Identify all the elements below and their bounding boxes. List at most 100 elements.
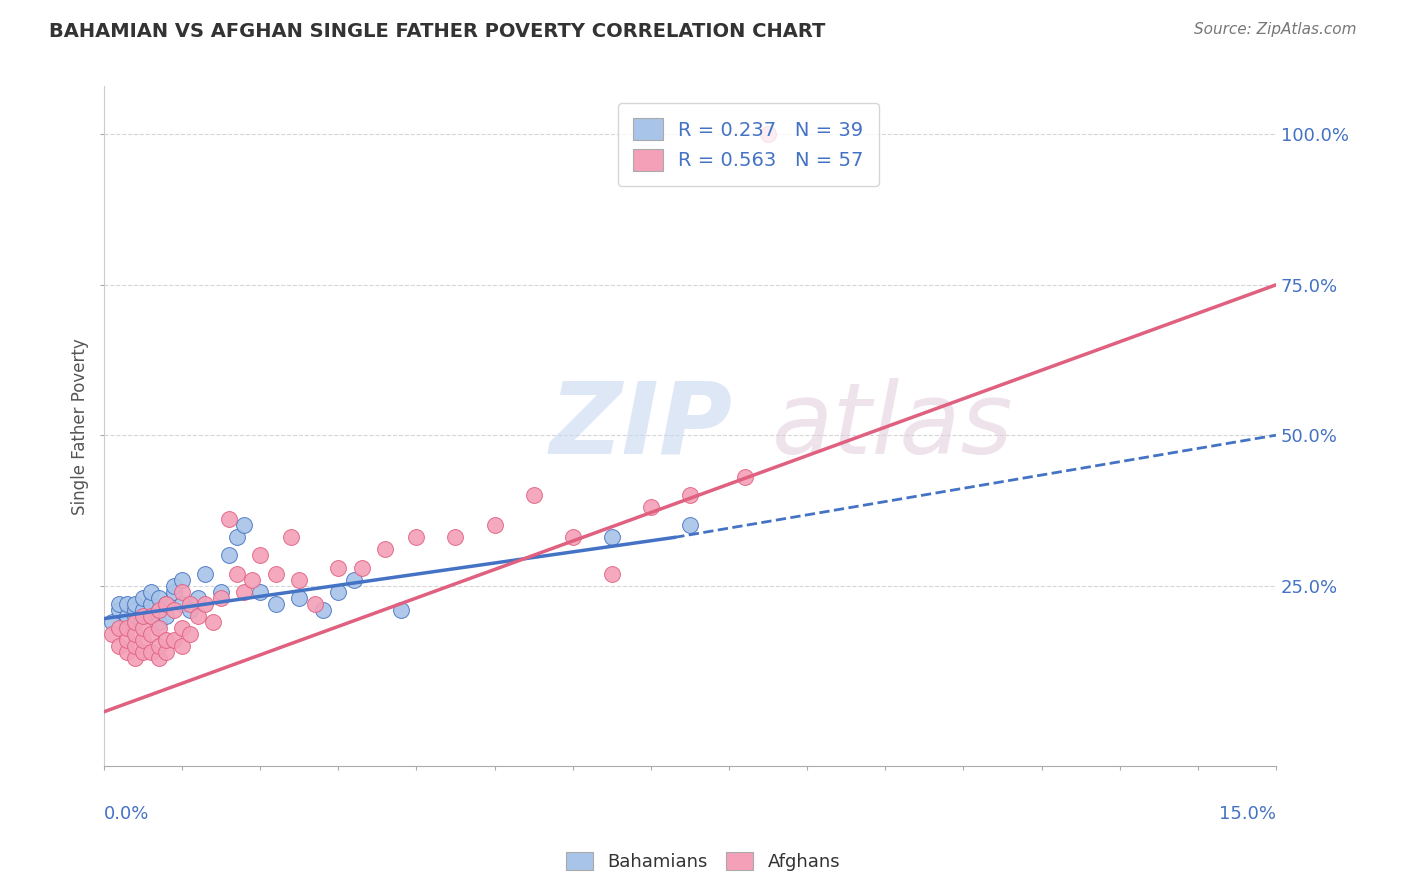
Point: [132, 632, 155, 647]
Point: [328, 560, 350, 574]
Point: [117, 615, 139, 629]
Point: [108, 602, 131, 616]
Text: ZIP: ZIP: [550, 377, 733, 475]
Point: [163, 578, 186, 592]
Point: [155, 597, 177, 611]
Point: [124, 626, 146, 640]
Point: [124, 597, 146, 611]
Point: [679, 488, 702, 502]
Point: [148, 639, 170, 653]
Point: [249, 549, 271, 563]
Text: 0.0%: 0.0%: [104, 805, 149, 823]
Point: [148, 621, 170, 635]
Point: [484, 518, 506, 533]
Point: [264, 597, 287, 611]
Point: [155, 608, 177, 623]
Point: [139, 626, 162, 640]
Point: [600, 566, 623, 581]
Point: [117, 645, 139, 659]
Point: [117, 597, 139, 611]
Point: [170, 597, 193, 611]
Legend: Bahamians, Afghans: Bahamians, Afghans: [558, 845, 848, 879]
Point: [163, 632, 186, 647]
Point: [100, 626, 122, 640]
Point: [194, 566, 217, 581]
Point: [311, 602, 333, 616]
Point: [108, 639, 131, 653]
Point: [600, 530, 623, 544]
Point: [233, 584, 256, 599]
Point: [132, 608, 155, 623]
Point: [734, 470, 756, 484]
Point: [194, 597, 217, 611]
Point: [202, 615, 225, 629]
Point: [679, 518, 702, 533]
Point: [139, 645, 162, 659]
Point: [163, 602, 186, 616]
Point: [218, 549, 240, 563]
Point: [523, 488, 546, 502]
Point: [304, 597, 326, 611]
Text: BAHAMIAN VS AFGHAN SINGLE FATHER POVERTY CORRELATION CHART: BAHAMIAN VS AFGHAN SINGLE FATHER POVERTY…: [49, 22, 825, 41]
Text: 15.0%: 15.0%: [1219, 805, 1277, 823]
Point: [170, 584, 193, 599]
Y-axis label: Single Father Poverty: Single Father Poverty: [72, 338, 89, 515]
Point: [209, 584, 232, 599]
Point: [139, 608, 162, 623]
Point: [132, 608, 155, 623]
Point: [124, 639, 146, 653]
Point: [155, 645, 177, 659]
Point: [148, 591, 170, 605]
Point: [249, 584, 271, 599]
Point: [132, 645, 155, 659]
Point: [124, 615, 146, 629]
Point: [343, 573, 366, 587]
Point: [132, 602, 155, 616]
Point: [108, 621, 131, 635]
Point: [124, 608, 146, 623]
Point: [288, 591, 311, 605]
Point: [117, 632, 139, 647]
Point: [218, 512, 240, 526]
Point: [756, 128, 779, 142]
Text: Source: ZipAtlas.com: Source: ZipAtlas.com: [1194, 22, 1357, 37]
Point: [108, 597, 131, 611]
Point: [148, 615, 170, 629]
Point: [155, 597, 177, 611]
Point: [148, 650, 170, 665]
Point: [100, 615, 122, 629]
Point: [124, 650, 146, 665]
Point: [132, 591, 155, 605]
Point: [225, 530, 247, 544]
Point: [179, 602, 201, 616]
Point: [561, 530, 583, 544]
Point: [117, 608, 139, 623]
Point: [209, 591, 232, 605]
Point: [170, 621, 193, 635]
Point: [444, 530, 467, 544]
Point: [350, 560, 373, 574]
Point: [124, 602, 146, 616]
Point: [389, 602, 412, 616]
Legend: R = 0.237   N = 39, R = 0.563   N = 57: R = 0.237 N = 39, R = 0.563 N = 57: [617, 103, 879, 186]
Point: [170, 639, 193, 653]
Point: [187, 608, 209, 623]
Point: [179, 626, 201, 640]
Point: [288, 573, 311, 587]
Point: [280, 530, 302, 544]
Point: [640, 500, 662, 515]
Point: [328, 584, 350, 599]
Point: [139, 597, 162, 611]
Point: [179, 597, 201, 611]
Point: [240, 573, 263, 587]
Point: [374, 542, 396, 557]
Point: [117, 621, 139, 635]
Point: [148, 602, 170, 616]
Point: [187, 591, 209, 605]
Point: [163, 584, 186, 599]
Point: [132, 621, 155, 635]
Point: [155, 632, 177, 647]
Point: [264, 566, 287, 581]
Text: atlas: atlas: [772, 377, 1014, 475]
Point: [139, 584, 162, 599]
